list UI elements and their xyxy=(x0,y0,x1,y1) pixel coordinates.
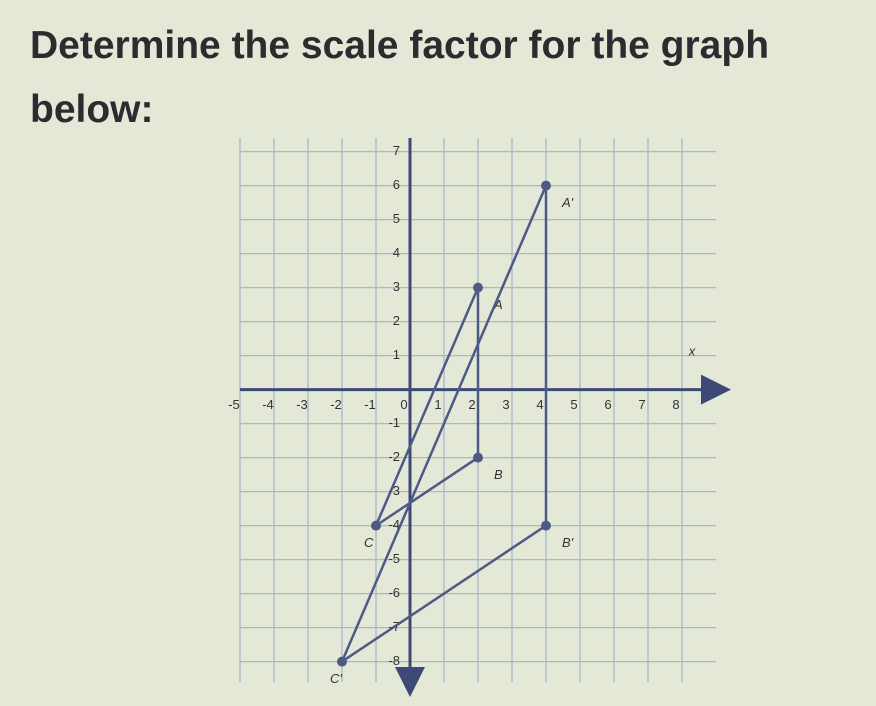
y-tick-label: 1 xyxy=(393,347,400,362)
x-tick-label: -5 xyxy=(228,397,240,412)
y-tick-label: 6 xyxy=(393,177,400,192)
question-title: Determine the scale factor for the graph… xyxy=(30,24,770,131)
x-tick-label: 4 xyxy=(536,397,543,412)
x-tick-label: 1 xyxy=(434,397,441,412)
x-tick-label: 6 xyxy=(604,397,611,412)
y-tick-label: -4 xyxy=(388,517,400,532)
x-tick-label: -3 xyxy=(296,397,308,412)
vertex xyxy=(473,452,483,463)
x-tick-label: -1 xyxy=(364,397,376,412)
vertex xyxy=(541,180,551,191)
x-tick-label: 2 xyxy=(468,397,475,412)
vertex xyxy=(337,656,347,667)
y-tick-label: 2 xyxy=(393,313,400,328)
y-tick-label: -6 xyxy=(388,585,400,600)
x-tick-label: 5 xyxy=(570,397,577,412)
y-tick-label: -1 xyxy=(388,415,400,430)
vertex xyxy=(473,282,483,293)
x-tick-label: 0 xyxy=(400,397,407,412)
x-tick-label: -2 xyxy=(330,397,342,412)
vertex-label: C' xyxy=(330,671,342,686)
y-tick-label: -5 xyxy=(388,551,400,566)
x-tick-label: 8 xyxy=(672,397,679,412)
x-axis-label: x xyxy=(688,344,696,359)
x-tick-label: -4 xyxy=(262,397,274,412)
y-tick-label: -8 xyxy=(388,653,400,668)
y-tick-label: 4 xyxy=(393,245,400,260)
vertex-label: B' xyxy=(562,535,574,550)
y-tick-label: -3 xyxy=(388,483,400,498)
triangle xyxy=(373,287,480,529)
triangle xyxy=(339,185,548,665)
x-tick-label: 3 xyxy=(502,397,509,412)
vertex-label: B xyxy=(494,467,503,482)
y-tick-label: 5 xyxy=(393,211,400,226)
y-tick-label: 3 xyxy=(393,279,400,294)
x-tick-label: 7 xyxy=(638,397,645,412)
vertex xyxy=(371,520,381,531)
vertex xyxy=(541,520,551,531)
y-tick-label: -2 xyxy=(388,449,400,464)
vertex-label: A' xyxy=(561,195,574,210)
vertex-label: C xyxy=(364,535,374,550)
vertex-label: A xyxy=(493,297,503,312)
y-tick-label: 7 xyxy=(393,143,400,158)
